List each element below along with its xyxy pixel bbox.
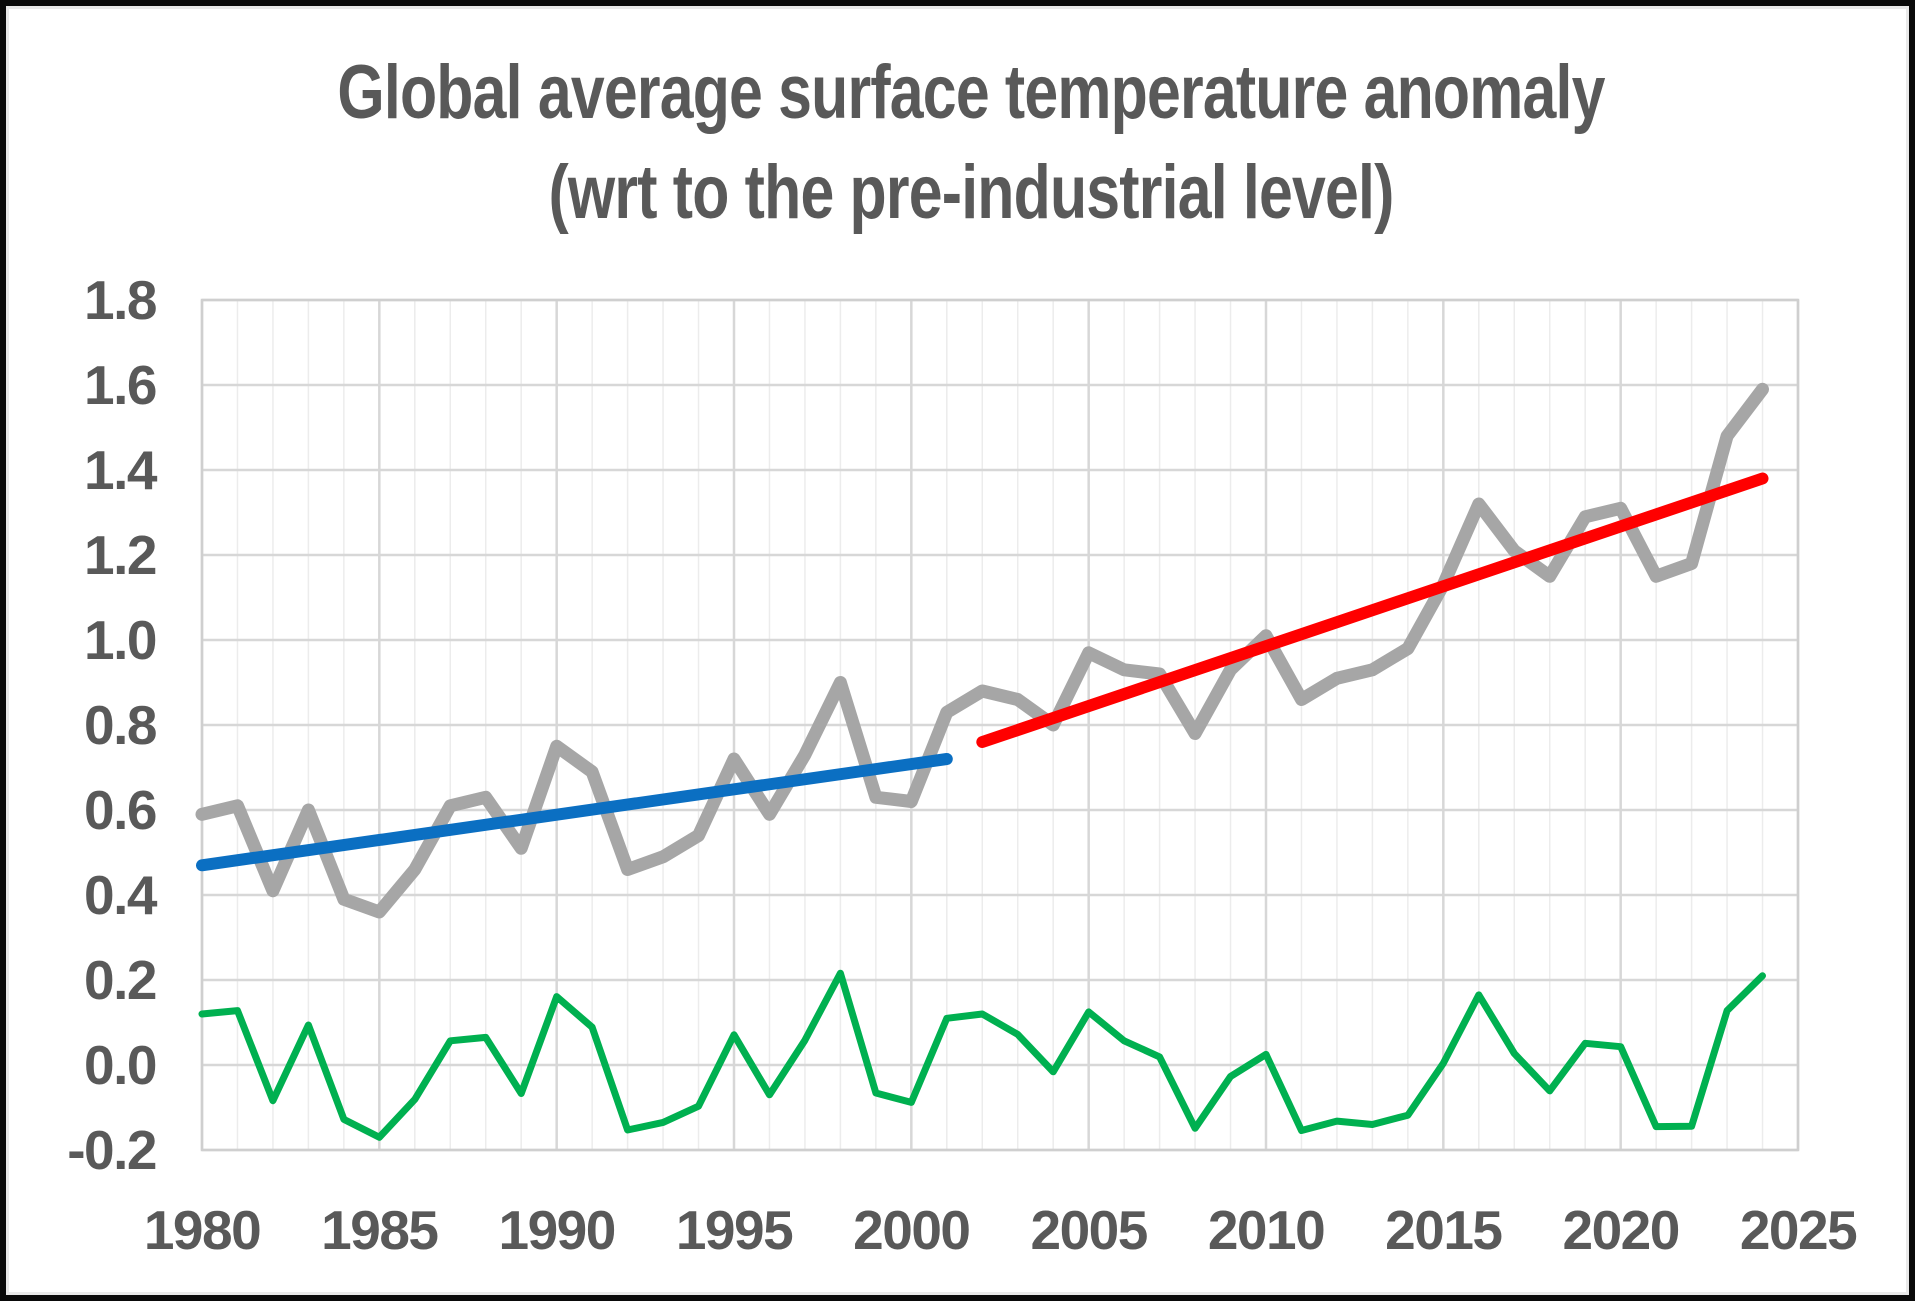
y-tick-label: 0.4	[84, 864, 158, 926]
x-tick-label: 1995	[676, 1199, 793, 1261]
x-tick-label: 2015	[1385, 1199, 1502, 1261]
x-tick-label: 1990	[498, 1199, 614, 1261]
x-tick-label: 2020	[1562, 1199, 1678, 1261]
chart-title: Global average surface temperature anoma…	[337, 50, 1606, 235]
x-tick-label: 1985	[321, 1199, 438, 1261]
y-axis-tick-labels: 1.8 1.6 1.4 1.2 1.0 0.8 0.6 0.4 0.2 0.0 -0.2	[67, 269, 159, 1181]
y-tick-label: 0.0	[84, 1034, 156, 1096]
y-tick-label: 1.0	[84, 609, 156, 671]
x-tick-label: 1980	[144, 1199, 260, 1261]
y-tick-label: 1.6	[84, 354, 156, 416]
chart-title-line1: Global average surface temperature anoma…	[337, 50, 1605, 135]
series-lines	[195, 382, 1769, 1141]
chart-canvas: Global average surface temperature anoma…	[67, 50, 1859, 1261]
y-tick-label: 0.8	[84, 694, 156, 756]
chart-title-line2: (wrt to the pre-industrial level)	[548, 150, 1393, 235]
y-tick-label: 1.2	[84, 524, 156, 586]
x-tick-label: 2010	[1208, 1199, 1324, 1261]
y-tick-label: -0.2	[67, 1119, 156, 1181]
series-departure-from-trend	[198, 969, 1766, 1141]
y-tick-label: 0.2	[84, 949, 156, 1011]
y-tick-label: 1.4	[84, 439, 158, 501]
x-tick-label: 2000	[853, 1199, 969, 1261]
y-tick-label: 0.6	[84, 779, 156, 841]
plot-area-frame	[200, 298, 1800, 1152]
series-trend-1980-2001	[196, 753, 953, 872]
x-tick-label: 2005	[1030, 1199, 1147, 1261]
series-annual-anomaly	[195, 382, 1769, 919]
series-trend-2002-2024	[976, 472, 1769, 748]
plot-frame	[200, 298, 1800, 1152]
x-axis-tick-labels: 1980 1985 1990 1995 2000 2005 2010 2015 2020 2025	[144, 1199, 1859, 1261]
x-tick-label: 2025	[1740, 1199, 1857, 1261]
y-tick-label: 1.8	[84, 269, 156, 331]
